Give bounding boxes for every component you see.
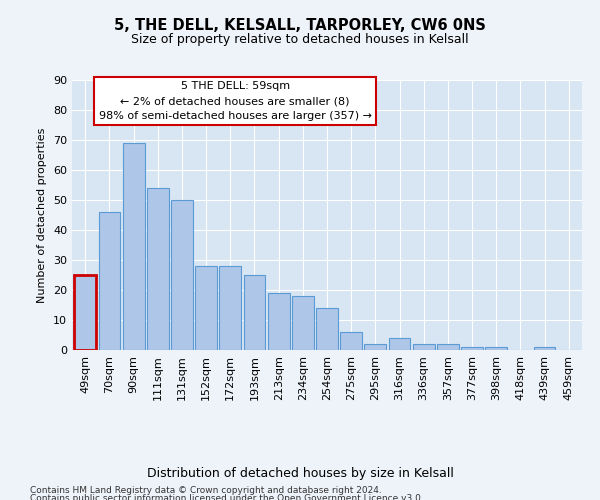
Text: Distribution of detached houses by size in Kelsall: Distribution of detached houses by size … [146,468,454,480]
Text: 5 THE DELL: 59sqm
← 2% of detached houses are smaller (8)
98% of semi-detached h: 5 THE DELL: 59sqm ← 2% of detached house… [99,82,372,121]
Text: Contains HM Land Registry data © Crown copyright and database right 2024.: Contains HM Land Registry data © Crown c… [30,486,382,495]
Text: 5, THE DELL, KELSALL, TARPORLEY, CW6 0NS: 5, THE DELL, KELSALL, TARPORLEY, CW6 0NS [114,18,486,32]
Bar [389,338,410,350]
Bar [340,332,362,350]
Bar [316,308,338,350]
Bar [268,293,290,350]
Bar [485,347,507,350]
Bar [461,347,483,350]
Y-axis label: Number of detached properties: Number of detached properties [37,128,47,302]
Bar [147,188,169,350]
Bar [195,266,217,350]
Bar [123,143,145,350]
Bar [220,266,241,350]
Text: Size of property relative to detached houses in Kelsall: Size of property relative to detached ho… [131,32,469,46]
Bar [533,347,556,350]
Bar [364,344,386,350]
Bar [292,296,314,350]
Bar [74,275,96,350]
Text: Contains public sector information licensed under the Open Government Licence v3: Contains public sector information licen… [30,494,424,500]
Bar [413,344,434,350]
Bar [244,275,265,350]
Bar [98,212,121,350]
Bar [437,344,459,350]
Bar [171,200,193,350]
